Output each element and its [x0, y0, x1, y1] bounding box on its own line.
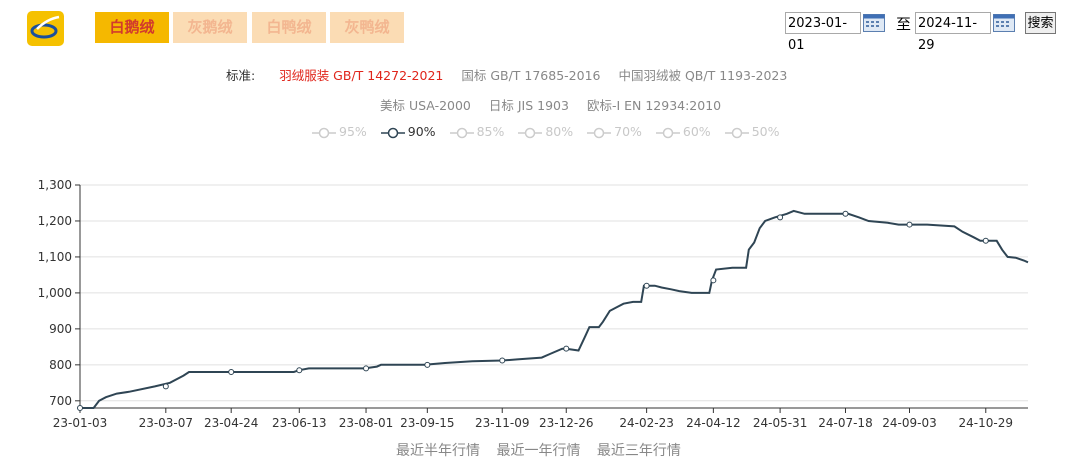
tab-grey-duck-down[interactable]: 灰鸭绒 [330, 12, 404, 43]
standards-row-1: 标准: 羽绒服装 GB/T 14272-2021 国标 GB/T 17685-2… [226, 65, 787, 84]
x-tick-label: 24-04-12 [686, 416, 740, 430]
data-point[interactable] [777, 214, 784, 221]
data-point[interactable] [982, 237, 989, 244]
tab-white-goose-down[interactable]: 白鹅绒 [95, 12, 169, 43]
x-tick-label: 23-04-24 [204, 416, 258, 430]
last-one-year-link[interactable]: 最近一年行情 [496, 443, 581, 459]
legend-label: 60% [682, 124, 711, 139]
date-range-separator: 至 [896, 15, 912, 33]
y-tick-label: 1,200 [38, 214, 72, 228]
data-point[interactable] [77, 405, 83, 411]
x-tick-label: 23-03-07 [139, 416, 193, 430]
legend-item-50[interactable]: 50% [724, 124, 780, 139]
x-tick-label: 24-10-29 [959, 416, 1013, 430]
legend-swatch-icon [655, 127, 680, 138]
y-tick-label: 1,000 [38, 286, 72, 300]
x-tick-label: 23-08-01 [339, 416, 393, 430]
tab-white-duck-down[interactable]: 白鸭绒 [252, 12, 326, 43]
x-tick-label: 23-09-15 [400, 416, 454, 430]
y-tick-label: 1,100 [38, 250, 72, 264]
legend-label: 95% [339, 124, 367, 139]
last-three-years-link[interactable]: 最近三年行情 [596, 443, 681, 459]
brand-logo-icon [27, 11, 64, 46]
legend-swatch-icon [518, 127, 543, 138]
data-point[interactable] [162, 383, 169, 390]
legend-swatch-icon [724, 127, 749, 138]
search-button[interactable]: 搜索 [1025, 12, 1056, 34]
standard-qbt-1193[interactable]: 中国羽绒被 QB/T 1193-2023 [618, 68, 788, 83]
calendar-icon[interactable] [863, 14, 885, 32]
series-line-90 [80, 209, 1029, 409]
period-links: 最近半年行情 最近一年行情 最近三年行情 [396, 440, 693, 460]
legend-swatch-icon [312, 127, 336, 138]
standards-label: 标准: [226, 68, 256, 83]
data-point[interactable] [710, 277, 717, 284]
x-tick-label: 23-06-13 [272, 416, 326, 430]
x-tick-label: 24-05-31 [753, 416, 807, 430]
legend-item-95[interactable]: 95% [312, 124, 367, 139]
legend-swatch-icon [380, 127, 405, 138]
standard-gbt-17685[interactable]: 国标 GB/T 17685-2016 [461, 68, 601, 83]
legend-item-85[interactable]: 85% [449, 124, 505, 139]
x-tick-label: 24-02-23 [619, 416, 673, 430]
chart-legend: 95% 90% 85% 80% 70% 60% 50% [312, 124, 789, 139]
standards-row-2: 美标 USA-2000 日标 JIS 1903 欧标-I EN 12934:20… [366, 95, 721, 114]
data-point[interactable] [424, 361, 431, 368]
standard-gbt-14272[interactable]: 羽绒服装 GB/T 14272-2021 [279, 68, 444, 83]
legend-swatch-icon [587, 127, 612, 138]
price-line-chart: 700 800 900 1,000 1,100 1,200 1,300 23-01-03 23-… [38, 178, 1029, 430]
data-point[interactable] [363, 365, 370, 372]
y-tick-label: 800 [49, 358, 72, 372]
legend-swatch-icon [449, 127, 474, 138]
standard-usa-2000[interactable]: 美标 USA-2000 [380, 98, 471, 113]
calendar-icon[interactable] [993, 14, 1015, 32]
x-tick-label: 23-12-26 [539, 416, 593, 430]
standard-jis-1903[interactable]: 日标 JIS 1903 [488, 98, 569, 113]
legend-label: 85% [476, 124, 505, 139]
legend-label: 90% [407, 124, 436, 139]
last-half-year-link[interactable]: 最近半年行情 [396, 443, 480, 459]
data-point[interactable] [842, 210, 849, 217]
legend-label: 80% [545, 124, 574, 139]
data-point[interactable] [643, 282, 650, 289]
legend-label: 70% [614, 124, 642, 139]
legend-item-80[interactable]: 80% [518, 124, 573, 139]
legend-label: 50% [751, 124, 780, 139]
standard-en-12934[interactable]: 欧标-I EN 12934:2010 [586, 98, 722, 113]
y-tick-label: 1,300 [38, 178, 72, 192]
legend-item-60[interactable]: 60% [655, 124, 711, 139]
x-tick-label: 24-09-03 [882, 416, 936, 430]
data-point[interactable] [296, 367, 303, 374]
data-point[interactable] [499, 357, 506, 364]
legend-item-70[interactable]: 70% [587, 124, 642, 139]
x-tick-label: 23-01-03 [53, 416, 107, 430]
x-tick-label: 24-07-18 [818, 416, 872, 430]
y-tick-label: 900 [49, 322, 72, 336]
data-point[interactable] [906, 221, 913, 228]
start-date-field[interactable]: 2023-01-01 [785, 12, 861, 53]
end-date-field[interactable]: 2024-11-29 [915, 12, 991, 53]
data-point[interactable] [563, 345, 570, 352]
data-point[interactable] [228, 369, 235, 376]
legend-item-90[interactable]: 90% [380, 124, 436, 139]
x-tick-label: 23-11-09 [475, 416, 529, 430]
tab-grey-goose-down[interactable]: 灰鹅绒 [173, 12, 247, 43]
y-tick-label: 700 [49, 394, 72, 408]
